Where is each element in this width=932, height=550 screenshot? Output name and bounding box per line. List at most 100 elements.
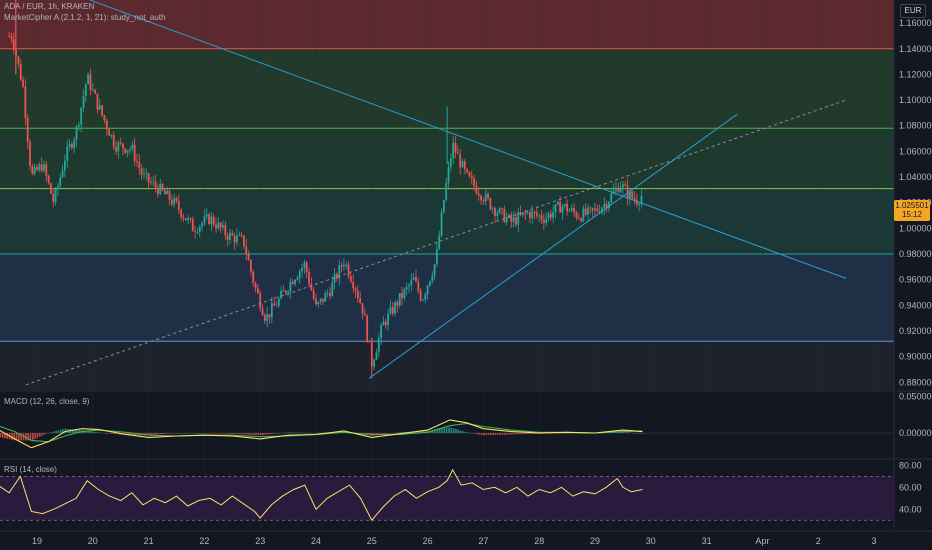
candle-body-260 — [612, 190, 615, 194]
macd-legend[interactable]: MACD (12, 26, close, 9) — [4, 397, 90, 406]
candle-body-114 — [273, 303, 276, 306]
macd-hist-bar-128 — [294, 432, 297, 434]
candle-body-264 — [622, 184, 624, 188]
candle-body-139 — [331, 282, 334, 297]
trendline-0 — [89, 0, 847, 279]
macd-hist-bar-108 — [248, 433, 250, 435]
macd-hist-bar-1 — [0, 433, 2, 438]
rsi-panel — [0, 468, 894, 522]
price-tick-6: 1.040000 — [899, 172, 932, 182]
macd-hist-bar-202 — [466, 432, 469, 434]
candle-body-100 — [240, 234, 243, 236]
macd-hist-bar-247 — [571, 433, 574, 434]
candle-body-217 — [512, 217, 515, 222]
trendline-2 — [25, 99, 847, 386]
macd-hist-bar-34 — [76, 429, 78, 434]
candle-body-169 — [401, 293, 403, 299]
macd-hist-bar-127 — [292, 432, 295, 434]
symbol-legend[interactable]: ADA / EUR, 1h, KRAKEN — [4, 2, 95, 11]
price-tick-2: 1.120000 — [899, 69, 932, 79]
candle-body-253 — [596, 208, 599, 212]
candle-body-55 — [136, 160, 138, 162]
candle-body-21 — [57, 185, 59, 190]
candle-body-87 — [210, 216, 213, 224]
candle-body-184 — [436, 248, 438, 265]
macd-hist-bar-117 — [269, 433, 271, 435]
candle-body-37 — [94, 89, 97, 94]
time-tick-2: 21 — [144, 536, 154, 546]
candle-body-162 — [384, 321, 387, 326]
macd-hist-bar-125 — [287, 432, 290, 434]
macd-hist-bar-103 — [236, 433, 239, 435]
rsi-band — [0, 476, 894, 521]
candle-body-257 — [605, 203, 608, 209]
macd-hist-bar-15 — [32, 433, 34, 440]
macd-hist-bar-78 — [178, 433, 181, 434]
candle-body-57 — [140, 168, 143, 175]
candle-body-6 — [22, 79, 24, 87]
candle-body-250 — [589, 207, 592, 209]
macd-hist-bar-195 — [450, 427, 453, 434]
candle-body-183 — [433, 264, 436, 276]
candle-body-201 — [475, 185, 478, 194]
candle-body-123 — [294, 280, 296, 284]
macd-hist-bar-192 — [443, 428, 446, 434]
macd-hist-bar-266 — [615, 431, 618, 434]
macd-hist-bar-73 — [166, 433, 169, 434]
indicator-legend[interactable]: MarketCipher A (2.1.2, 1, 21): study_not… — [4, 13, 166, 22]
candle-body-79 — [191, 219, 194, 232]
candle-body-269 — [633, 197, 636, 200]
macd-hist-bar-57 — [129, 433, 132, 436]
rsi-legend[interactable]: RSI (14, close) — [4, 465, 57, 474]
candle-body-20 — [54, 189, 57, 203]
candle-body-222 — [524, 212, 527, 214]
price-zone-5 — [0, 341, 894, 390]
macd-hist-bar-70 — [159, 433, 162, 435]
candle-body-204 — [482, 199, 485, 202]
candle-body-200 — [473, 178, 475, 186]
candle-body-138 — [329, 292, 331, 297]
macd-hist-bar-140 — [322, 432, 325, 434]
macd-hist-bar-39 — [87, 431, 90, 434]
candle-body-249 — [587, 207, 589, 215]
time-axis[interactable]: 19 20 21 22 23 24 25 26 27 28 29 30 31 Apr 2 3 — [0, 530, 932, 546]
macd-hist-bar-106 — [243, 433, 246, 435]
candle-body-105 — [252, 271, 255, 283]
macd-hist-bar-40 — [90, 431, 92, 434]
currency-label[interactable]: EUR — [900, 4, 926, 18]
candle-body-181 — [429, 281, 431, 286]
macd-hist-bar-4 — [6, 433, 9, 439]
candle-body-167 — [396, 302, 399, 306]
macd-hist-bar-86 — [197, 433, 199, 434]
candle-body-266 — [626, 185, 629, 199]
candle-body-171 — [405, 286, 408, 290]
candle-body-34 — [87, 74, 90, 85]
candle-body-132 — [315, 298, 317, 305]
trendlines[interactable] — [25, 0, 847, 386]
candle-body-195 — [461, 161, 464, 168]
macd-hist-bar-197 — [455, 429, 457, 434]
candle-body-51 — [126, 150, 129, 153]
candle-body-65 — [159, 184, 162, 195]
candle-body-2 — [12, 39, 15, 50]
candle-body-107 — [256, 287, 259, 294]
macd-hist-bar-130 — [299, 432, 301, 434]
candle-body-247 — [582, 208, 585, 222]
macd-hist-bar-23 — [50, 432, 53, 434]
candle-body-246 — [580, 218, 582, 222]
time-grid — [0, 0, 932, 530]
macd-hist-bar-102 — [234, 433, 236, 434]
candle-body-81 — [196, 231, 199, 233]
macd-hist-bar-227 — [524, 433, 527, 435]
candle-body-94 — [226, 235, 229, 240]
candle-body-187 — [442, 200, 445, 213]
candle-body-192 — [454, 142, 457, 153]
macd-hist-bar-206 — [476, 433, 478, 435]
macd-hist-bar-100 — [229, 433, 232, 434]
macd-hist-bar-112 — [257, 433, 260, 436]
macd-hist-bar-89 — [204, 433, 206, 434]
macd-hist-bar-75 — [171, 433, 174, 434]
